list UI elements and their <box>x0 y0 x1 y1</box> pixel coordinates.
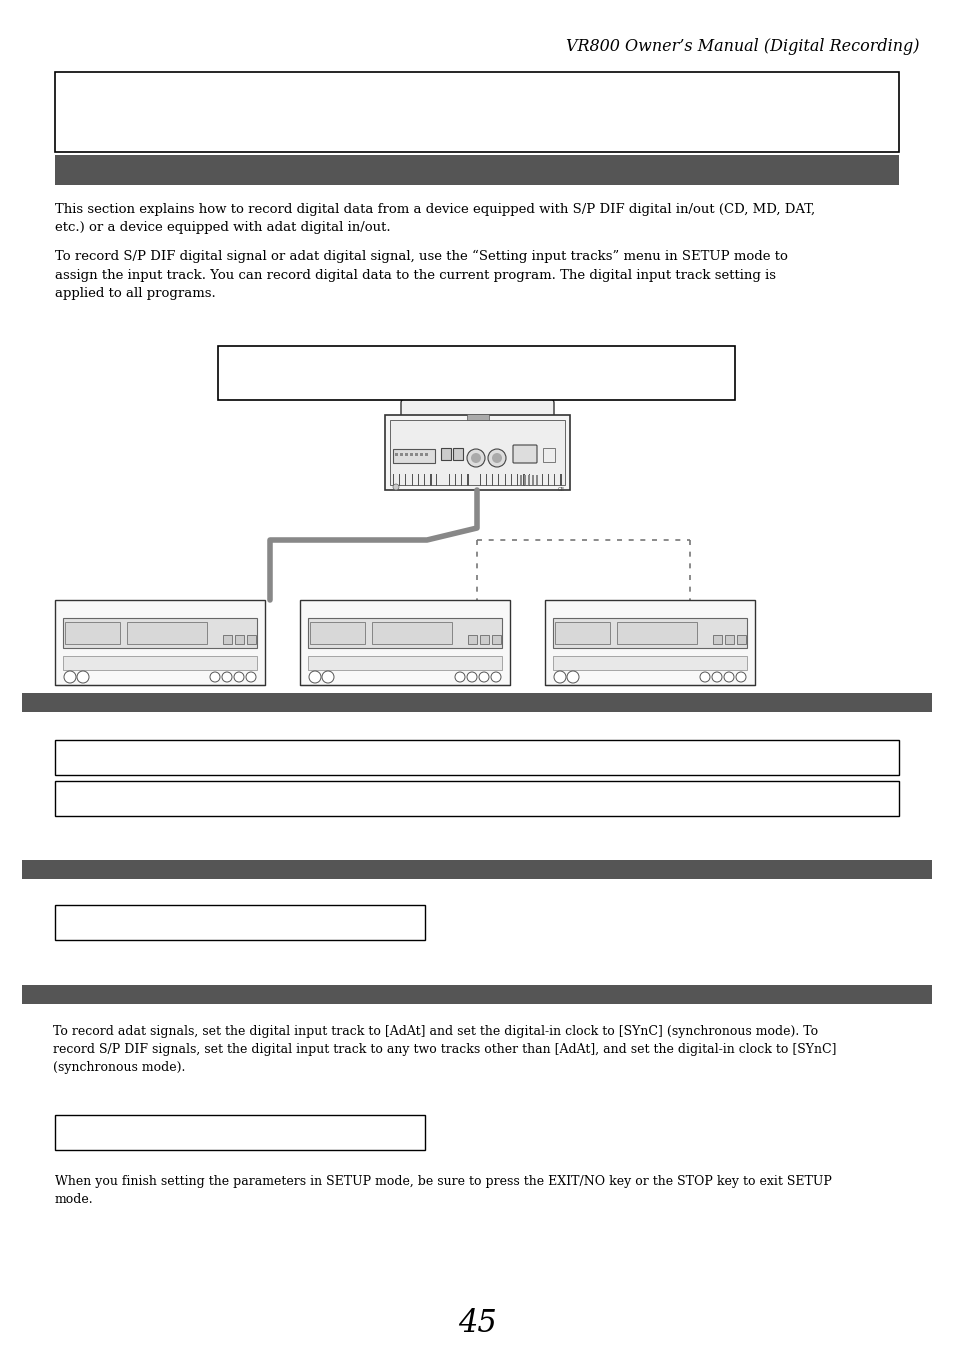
Bar <box>390 420 564 485</box>
Bar <box>385 415 569 490</box>
Bar <box>468 635 476 644</box>
Text: This section explains how to record digital data from a device equipped with S/P: This section explains how to record digi… <box>55 203 814 235</box>
Bar <box>410 453 413 457</box>
Bar <box>63 617 256 648</box>
Bar <box>299 600 510 685</box>
Bar <box>65 621 120 644</box>
Bar <box>453 449 462 459</box>
Bar <box>310 621 365 644</box>
Bar <box>424 453 428 457</box>
Bar <box>415 453 417 457</box>
Circle shape <box>723 671 733 682</box>
Bar <box>308 617 501 648</box>
Circle shape <box>471 453 480 463</box>
Circle shape <box>700 671 709 682</box>
Circle shape <box>467 671 476 682</box>
Bar <box>430 474 432 486</box>
Bar <box>127 621 207 644</box>
Bar <box>372 621 452 644</box>
Circle shape <box>77 671 89 684</box>
Circle shape <box>233 671 244 682</box>
Circle shape <box>478 671 489 682</box>
Circle shape <box>711 671 721 682</box>
Bar <box>247 635 255 644</box>
Text: When you finish setting the parameters in SETUP mode, be sure to press the EXIT/: When you finish setting the parameters i… <box>55 1175 831 1206</box>
Bar <box>22 861 931 880</box>
Bar <box>399 453 402 457</box>
Bar <box>448 474 450 486</box>
FancyBboxPatch shape <box>513 444 537 463</box>
Bar <box>218 346 734 400</box>
Bar <box>55 600 265 685</box>
Text: 45: 45 <box>457 1308 496 1339</box>
Circle shape <box>491 671 500 682</box>
Bar <box>555 621 609 644</box>
Bar <box>419 453 422 457</box>
Text: CE: CE <box>558 486 564 492</box>
Bar <box>527 476 530 485</box>
Circle shape <box>735 671 745 682</box>
Bar <box>712 635 721 644</box>
Circle shape <box>393 484 398 490</box>
Bar <box>724 635 733 644</box>
Bar <box>55 781 898 816</box>
Bar <box>405 453 408 457</box>
Circle shape <box>455 671 464 682</box>
Bar <box>617 621 697 644</box>
Circle shape <box>309 671 320 684</box>
Bar <box>523 476 525 485</box>
Bar <box>55 740 898 775</box>
Bar <box>63 657 256 670</box>
Bar <box>234 635 244 644</box>
Bar <box>737 635 745 644</box>
Bar <box>223 635 232 644</box>
Text: VR800 Owner’s Manual (Digital Recording): VR800 Owner’s Manual (Digital Recording) <box>566 38 919 55</box>
Bar <box>492 635 500 644</box>
Bar <box>559 474 561 486</box>
Bar <box>22 985 931 1004</box>
Circle shape <box>566 671 578 684</box>
Circle shape <box>322 671 334 684</box>
Bar <box>485 474 487 486</box>
Bar <box>395 453 397 457</box>
Bar <box>522 474 524 486</box>
Bar <box>308 657 501 670</box>
Bar <box>553 617 746 648</box>
Bar <box>393 474 395 486</box>
Bar <box>393 449 435 463</box>
Circle shape <box>222 671 232 682</box>
Circle shape <box>488 449 505 467</box>
Bar <box>519 476 521 485</box>
Bar <box>504 474 506 486</box>
Circle shape <box>467 449 484 467</box>
Circle shape <box>64 671 76 684</box>
Bar <box>440 449 451 459</box>
Bar <box>536 476 537 485</box>
Bar <box>55 155 898 185</box>
Circle shape <box>210 671 220 682</box>
Circle shape <box>246 671 255 682</box>
Bar <box>55 905 424 940</box>
Bar <box>541 474 542 486</box>
Bar <box>542 449 555 462</box>
Bar <box>479 635 489 644</box>
Circle shape <box>492 453 501 463</box>
Bar <box>55 72 898 153</box>
Bar <box>532 476 534 485</box>
Bar <box>22 693 931 712</box>
Bar <box>467 413 489 420</box>
Text: To record S/P DIF digital signal or adat digital signal, use the “Setting input : To record S/P DIF digital signal or adat… <box>55 250 787 300</box>
FancyBboxPatch shape <box>400 399 554 419</box>
Bar <box>544 600 754 685</box>
Bar <box>467 474 469 486</box>
Circle shape <box>554 671 565 684</box>
Bar <box>553 657 746 670</box>
Bar <box>411 474 413 486</box>
Bar <box>55 1115 424 1150</box>
Text: To record adat signals, set the digital input track to [AdAt] and set the digita: To record adat signals, set the digital … <box>45 1025 836 1074</box>
